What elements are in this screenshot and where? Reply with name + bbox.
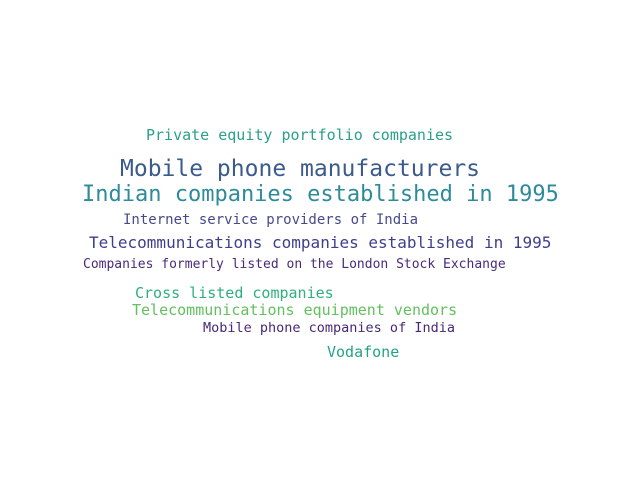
cloud-word: Cross listed companies (135, 284, 334, 302)
cloud-word: Internet service providers of India (123, 212, 419, 228)
cloud-word: Indian companies established in 1995 (82, 182, 559, 207)
cloud-word: Telecommunications companies established… (89, 233, 552, 252)
cloud-word: Mobile phone manufacturers (120, 156, 481, 182)
cloud-word: Vodafone (327, 343, 400, 361)
cloud-word: Telecommunications equipment vendors (132, 301, 458, 319)
cloud-word: Companies formerly listed on the London … (83, 257, 506, 272)
cloud-word: Mobile phone companies of India (203, 320, 455, 336)
cloud-word: Private equity portfolio companies (146, 126, 454, 144)
